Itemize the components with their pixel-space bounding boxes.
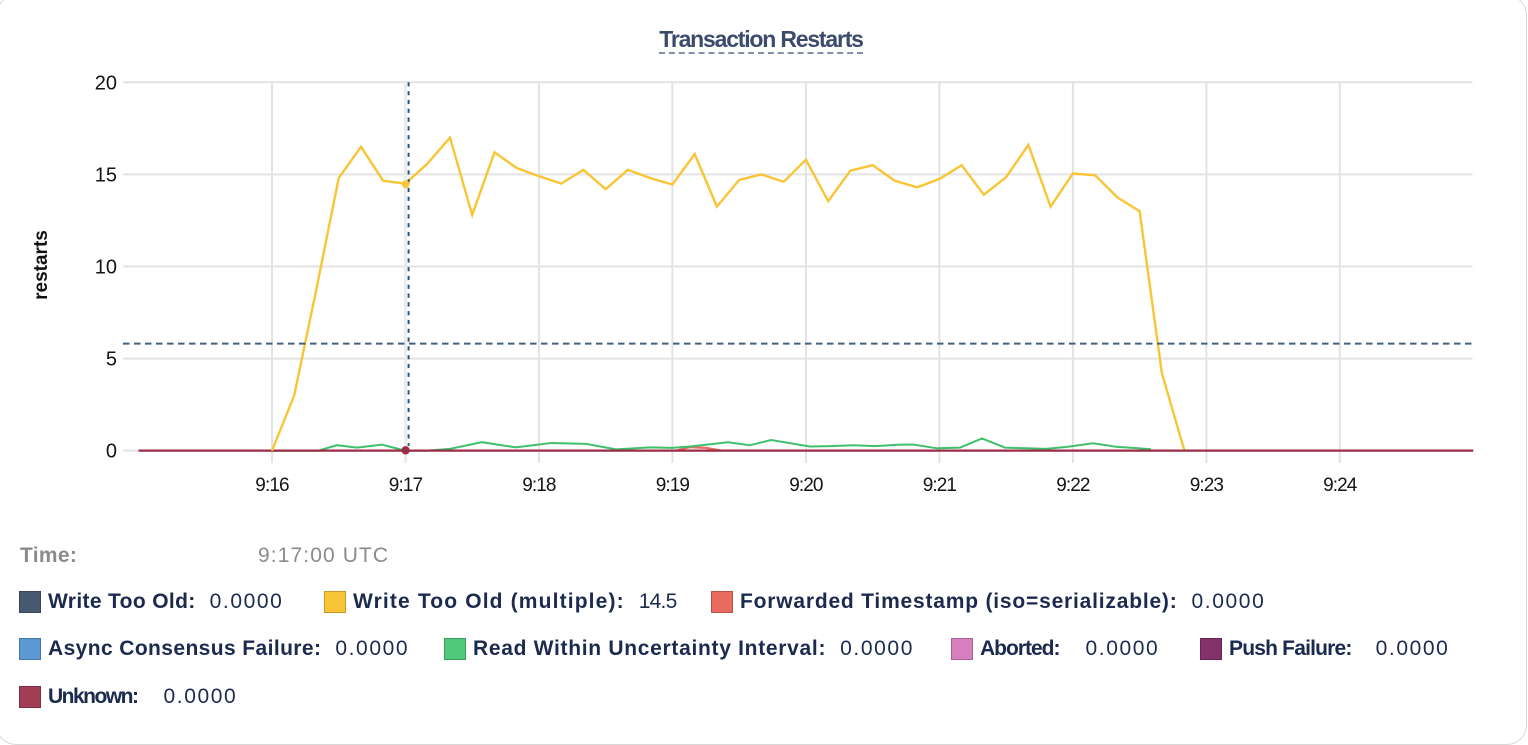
svg-text:9:17: 9:17 [389,475,423,496]
svg-text:20: 20 [95,72,117,94]
svg-text:9:21: 9:21 [923,475,957,496]
svg-text:9:23: 9:23 [1190,475,1224,496]
svg-text:0: 0 [106,441,117,463]
svg-text:9:19: 9:19 [656,475,690,496]
svg-text:10: 10 [95,257,117,279]
svg-text:15: 15 [95,164,117,186]
svg-text:5: 5 [106,349,117,371]
svg-text:9:24: 9:24 [1323,475,1358,496]
svg-text:9:22: 9:22 [1056,475,1090,496]
svg-text:9:20: 9:20 [789,475,823,496]
svg-text:9:18: 9:18 [522,475,556,496]
svg-text:9:16: 9:16 [255,475,289,496]
